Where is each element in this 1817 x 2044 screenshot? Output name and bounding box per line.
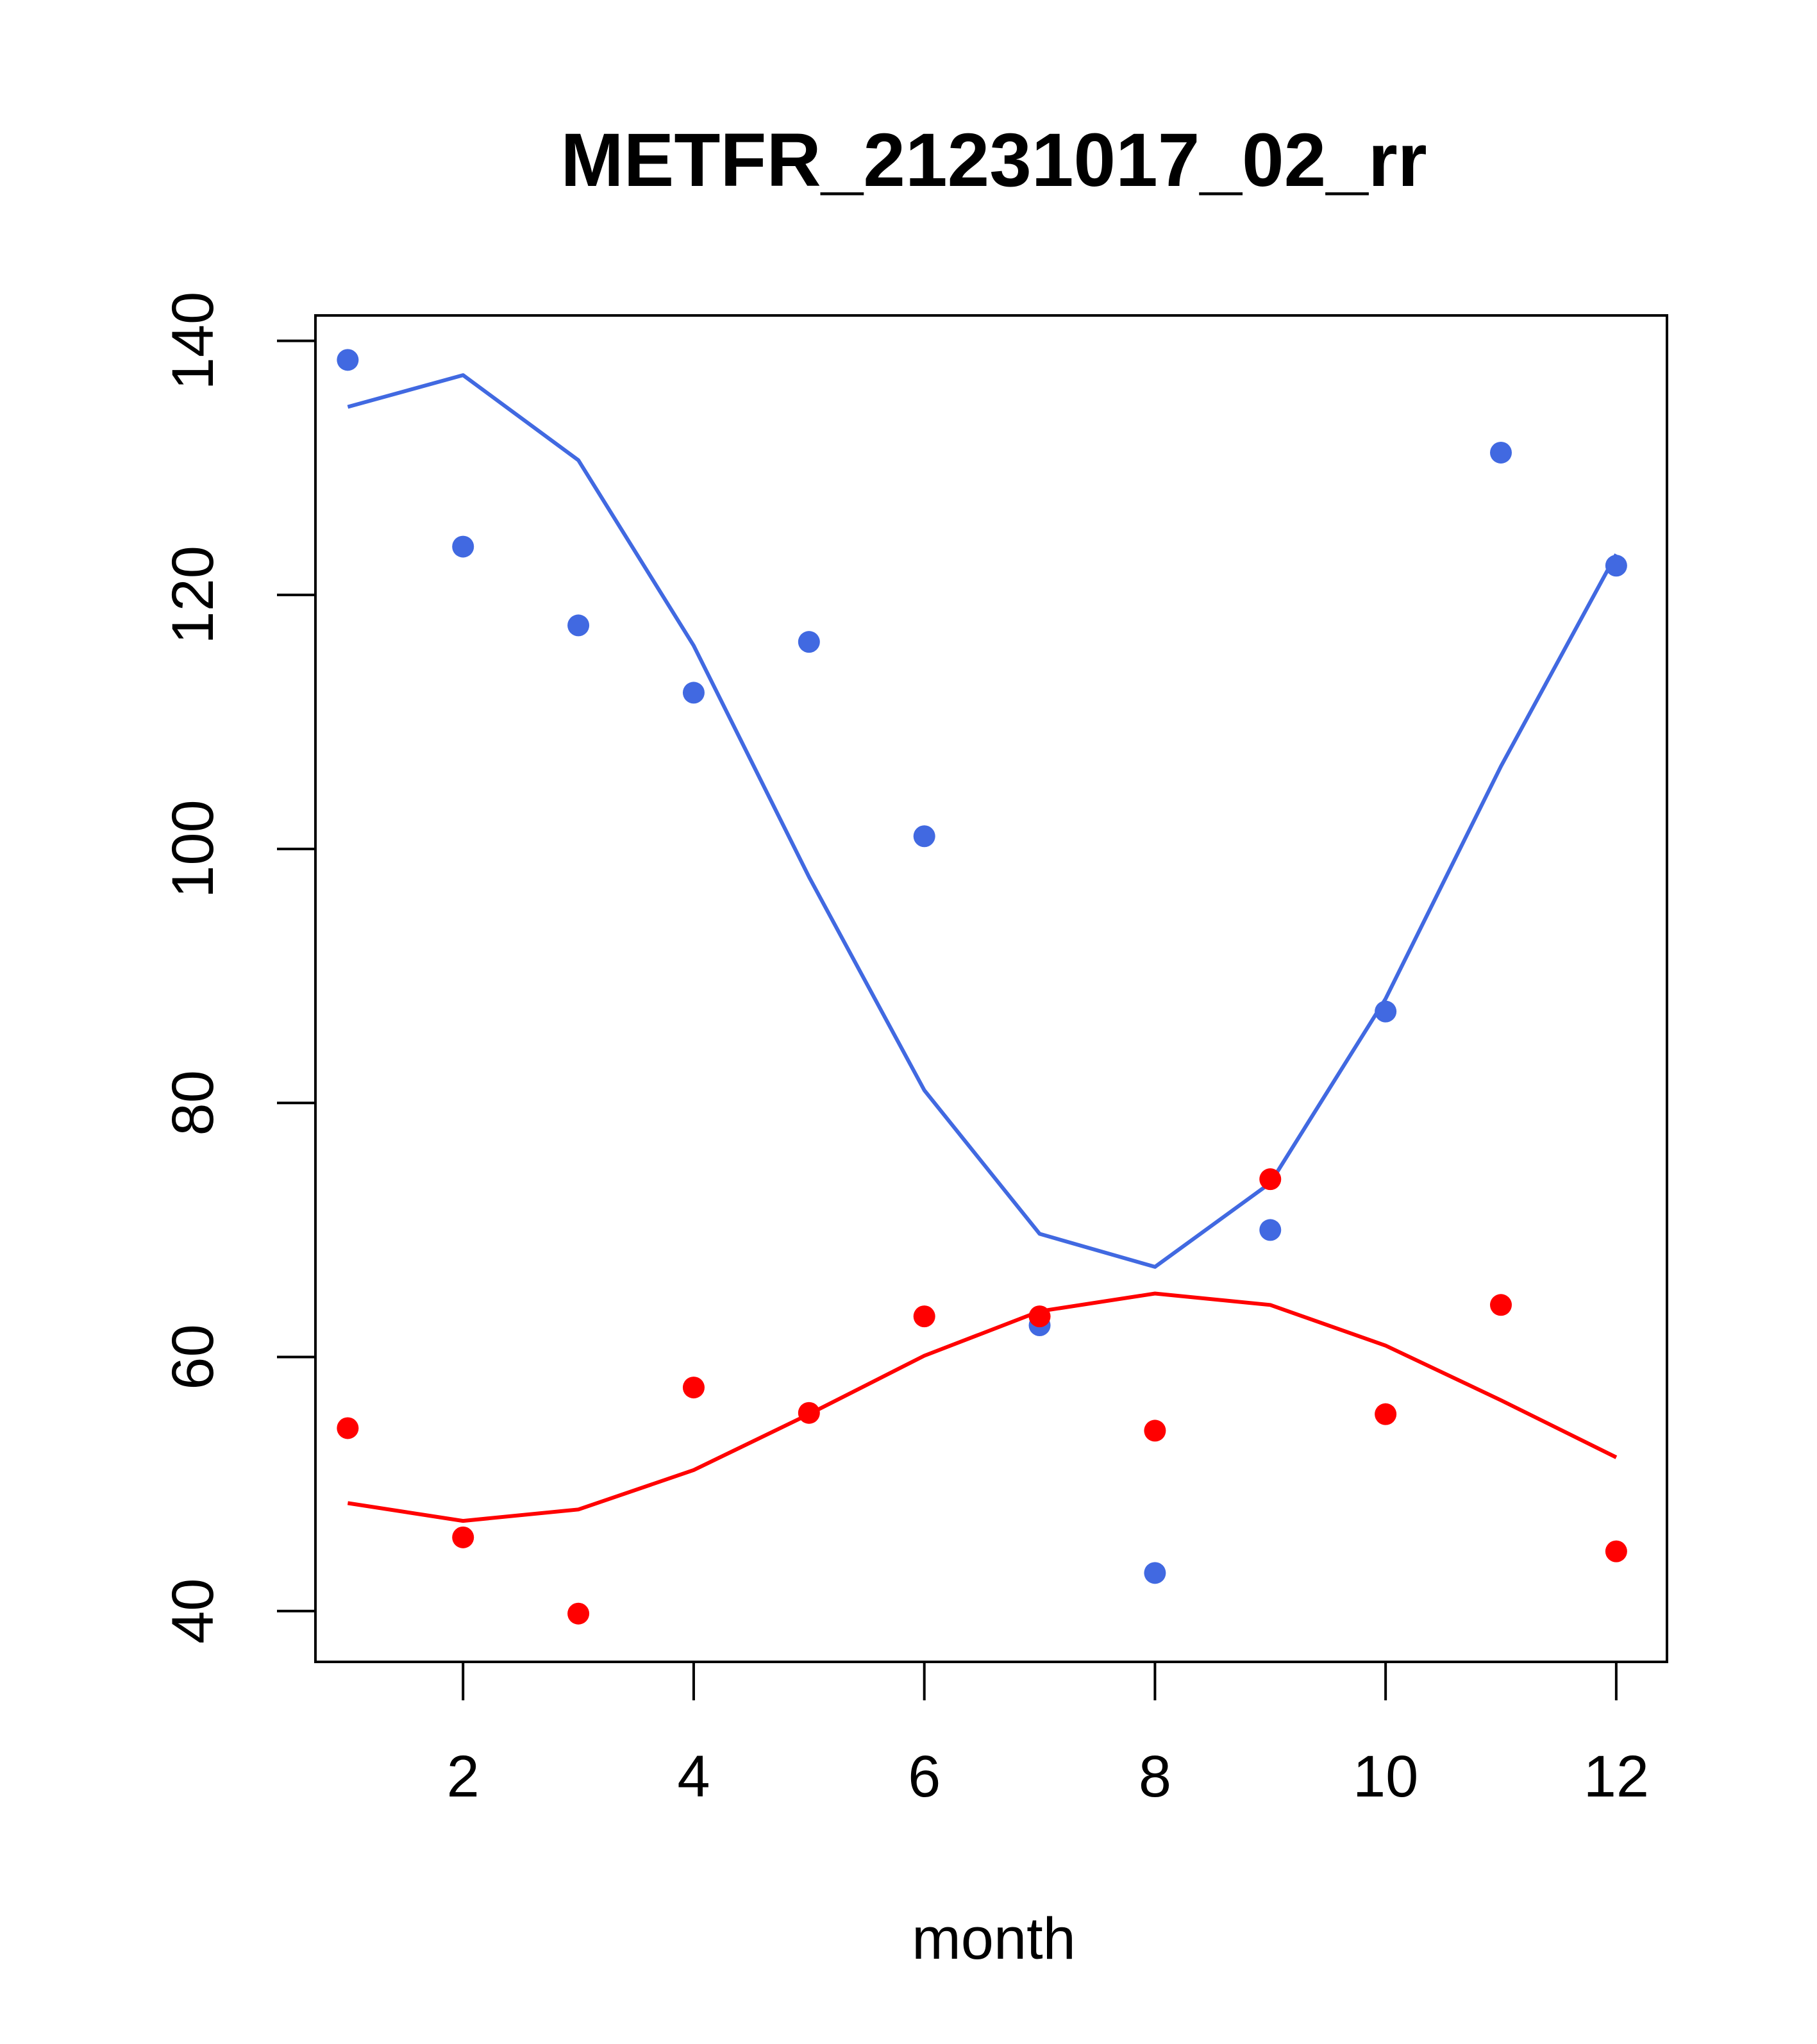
point-0-9 <box>1259 1219 1282 1241</box>
point-1-12 <box>1605 1540 1627 1562</box>
point-0-12 <box>1605 555 1627 577</box>
point-0-11 <box>1489 441 1512 464</box>
fit-line-1 <box>347 1291 1618 1523</box>
y-axis: 40 60 80 100 120 140 <box>160 292 315 1644</box>
y-tick-label-40: 40 <box>160 1579 226 1644</box>
x-tick-label-10: 10 <box>1353 1744 1418 1809</box>
point-0-8 <box>1144 1562 1166 1584</box>
point-1-2 <box>452 1526 474 1548</box>
y-tick-label-140: 140 <box>160 292 226 390</box>
x-tick-label-12: 12 <box>1584 1744 1649 1809</box>
x-tick-label-4: 4 <box>677 1744 710 1809</box>
point-1-10 <box>1375 1403 1397 1425</box>
point-0-3 <box>567 614 590 637</box>
fit-line-0 <box>347 373 1618 1269</box>
point-0-2 <box>452 535 474 558</box>
point-0-5 <box>798 631 820 653</box>
point-1-5 <box>798 1402 820 1424</box>
point-0-6 <box>913 825 935 848</box>
point-1-8 <box>1144 1420 1166 1442</box>
y-tick-label-80: 80 <box>160 1070 226 1135</box>
data-points <box>337 349 1627 1625</box>
point-1-9 <box>1259 1168 1282 1191</box>
y-tick-label-100: 100 <box>160 800 226 898</box>
point-0-4 <box>682 682 705 704</box>
point-1-4 <box>682 1377 705 1399</box>
point-1-1 <box>337 1417 359 1439</box>
x-tick-label-8: 8 <box>1139 1744 1171 1809</box>
y-tick-label-120: 120 <box>160 546 226 644</box>
point-1-7 <box>1028 1305 1051 1328</box>
fit-lines <box>347 373 1618 1523</box>
chart-title: METFR_21231017_02_rr <box>560 118 1427 203</box>
point-1-11 <box>1489 1294 1512 1316</box>
point-1-3 <box>567 1602 590 1625</box>
x-tick-label-6: 6 <box>908 1744 941 1809</box>
x-tick-label-2: 2 <box>447 1744 480 1809</box>
point-1-6 <box>913 1305 935 1328</box>
point-0-10 <box>1375 1000 1397 1023</box>
x-axis: 2 4 6 8 10 12 <box>447 1662 1649 1809</box>
x-axis-label: month <box>912 1906 1076 1972</box>
point-0-1 <box>337 349 359 371</box>
plot-frame <box>314 314 1668 1663</box>
y-tick-label-60: 60 <box>160 1324 226 1389</box>
